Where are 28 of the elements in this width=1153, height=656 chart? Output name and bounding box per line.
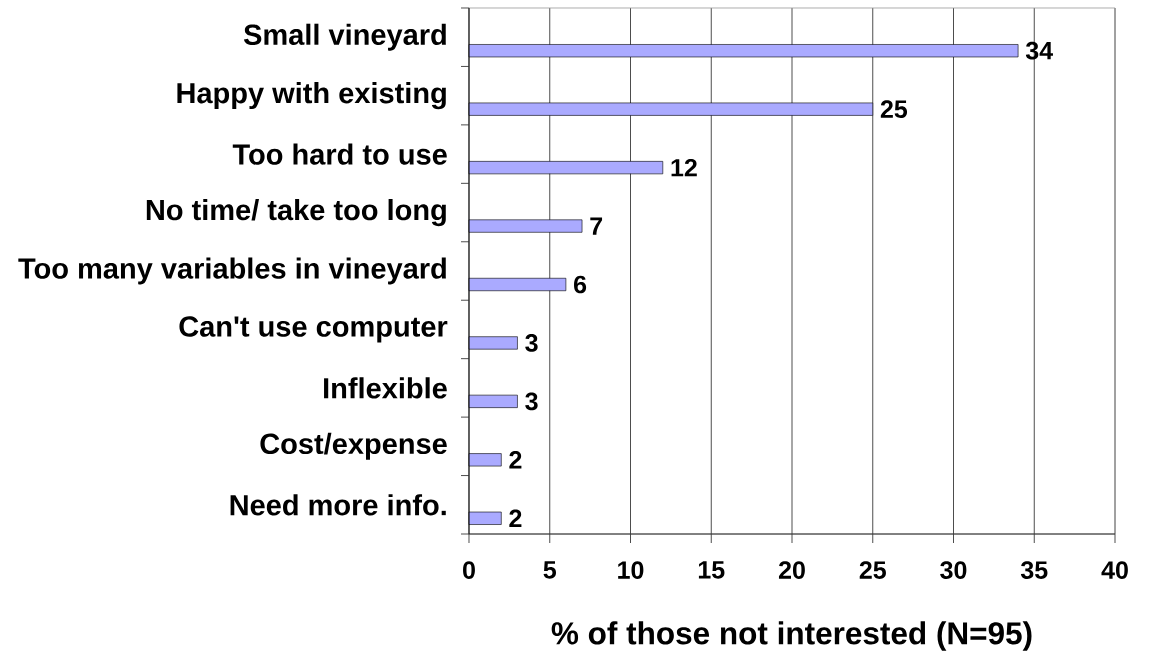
data-label: 34 [1025,41,1053,60]
y-tick-label: No time/ take too long [146,198,446,227]
x-tick-label: 20 [778,561,805,579]
y-tick-label: Inflexible [324,377,447,399]
y-tick-label: Cost/expense [260,432,447,460]
data-label: 25 [880,100,908,119]
x-axis-title: % of those not interested (N=95) [551,621,1032,651]
y-tick-label: Need more info. [230,494,446,516]
x-tick-label: 15 [698,561,725,579]
y-tick-label: Too hard to use [232,143,447,165]
y-tick-label: Too many variables in vineyard [18,257,446,285]
data-label: 3 [525,334,538,352]
data-label: 2 [509,509,522,528]
x-tick-label: 10 [618,561,644,579]
y-tick-label: Small vineyard [243,23,446,51]
x-tick-label: 35 [1020,561,1048,579]
x-tick-label: 0 [463,561,475,579]
data-label: 6 [574,275,587,294]
x-tick-label: 30 [940,561,967,579]
x-tick-label: 5 [543,561,557,579]
x-tick-label: 40 [1101,561,1128,579]
data-label: 2 [509,451,522,469]
data-label: 7 [590,217,603,235]
data-label: 3 [525,392,538,411]
data-label: 12 [671,158,697,177]
x-tick-label: 25 [859,561,886,579]
y-tick-label: Happy with existing [177,82,446,110]
y-tick-label: Can't use computer [179,316,448,343]
